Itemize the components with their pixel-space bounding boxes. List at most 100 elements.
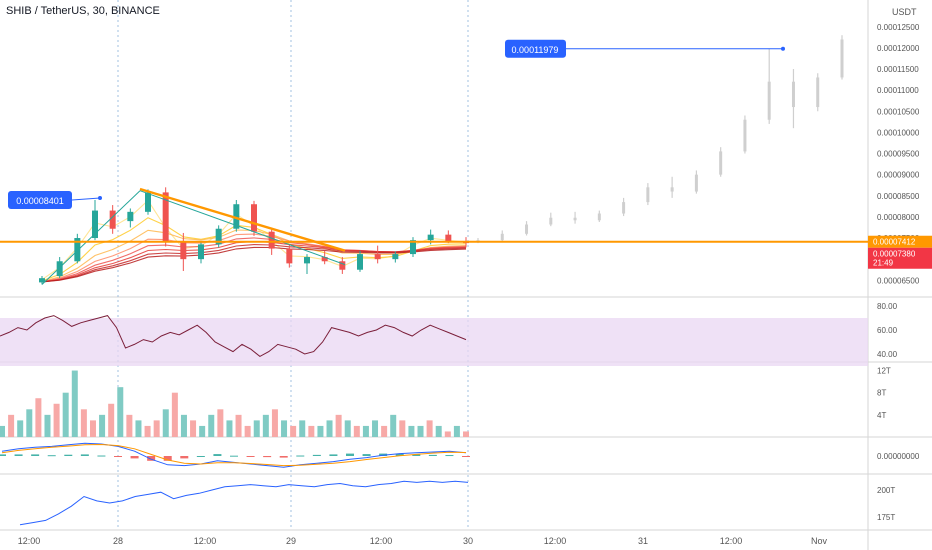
macd-histogram-bar [412,454,421,456]
price-tick-label: 0.00010000 [877,128,920,137]
candle-body [109,210,116,229]
macd-histogram-bar [0,454,6,456]
macd-histogram-bar [130,456,139,459]
macd-histogram-bar [31,454,40,456]
candle-body [180,241,187,260]
volume-bar [26,409,33,437]
volume-bar [71,370,78,437]
projection-candle-body [622,202,626,214]
unit-label: USDT [892,7,917,17]
rsi-tick-label: 80.00 [877,302,898,311]
volume-bar [153,420,160,437]
volume-bar [135,420,142,437]
level-price-badge-label: 0.00007412 [873,238,916,247]
candle-body [162,192,169,242]
obv-line [19,480,469,526]
macd-histogram-bar [445,455,454,457]
volume-bar [262,414,269,437]
volume-bar [290,425,297,437]
macd-histogram-bar [97,455,106,457]
x-tick-label: 12:00 [544,536,567,546]
volume-bar [108,403,115,437]
macd-histogram-bar [246,456,255,457]
candle-body [304,257,310,264]
price-tick-label: 0.00009000 [877,171,920,180]
x-tick-label: 31 [638,536,648,546]
price-tick-label: 0.00008500 [877,192,920,201]
volume-bar [44,414,51,437]
candle-body [392,254,399,260]
price-tick-label: 0.00011500 [877,65,919,74]
macd-histogram-bar [428,454,437,456]
volume-bar [80,409,87,437]
obv-pane[interactable] [19,480,469,526]
callout-box [8,190,72,209]
macd-histogram-bar [329,454,338,456]
callout-box [505,39,566,58]
candle-body [251,204,257,232]
price-pane[interactable]: 0.00008401 0.00011979 [0,35,868,285]
volume-bar [444,431,451,437]
volume-bar [89,420,96,437]
obv-tick-label: 175T [877,513,895,522]
projection-candle-body [719,151,723,175]
macd-histogram-bar [362,454,371,456]
volume-pane[interactable] [0,370,469,437]
macd-pane[interactable] [0,442,470,468]
callout-anchor [98,195,102,200]
projection-candle-body [743,119,747,152]
volume-bar [463,431,469,437]
rsi-pane[interactable] [0,315,868,366]
projection-candle-body [670,187,674,192]
projection-candle-body [791,81,795,108]
price-tick-label: 0.00011000 [877,86,919,95]
price-tick-label: 0.00012500 [877,23,920,32]
macd-histogram-bar [395,453,404,456]
macd-histogram-bar [14,454,23,456]
macd-histogram-bar [64,454,73,456]
rsi-tick-label: 40.00 [877,350,898,359]
price-tick-label: 0.00012000 [877,44,920,53]
volume-bar [17,420,24,437]
macd-signal-line [1,443,467,467]
candle-body [127,211,134,222]
candle-body [198,244,204,260]
x-tick-label: 29 [286,536,296,546]
rsi-band [0,318,868,366]
volume-bar [426,420,433,437]
candle-body [56,261,63,277]
x-tick-label: 12:00 [720,536,743,546]
projection-candle-body [525,224,529,234]
projection-candle-body [549,217,553,225]
macd-histogram-bar [213,454,222,456]
volume-bar [326,420,333,437]
last-price-badge-label: 0.00007380 [873,250,916,259]
projection-candle-body [573,217,577,221]
macd-histogram-bar [263,456,272,458]
last-price-badge-time: 21:49 [873,259,894,268]
volume-bar [226,420,233,437]
x-tick-label: 12:00 [18,536,41,546]
trendline-upper [139,187,346,252]
macd-histogram-bar [47,455,56,457]
volume-bar [335,414,342,437]
macd-histogram-bar [180,456,189,459]
price-tick-label: 0.00010500 [877,107,920,116]
volume-bar [62,392,69,437]
volume-bar [244,425,251,437]
candle-body [410,240,416,255]
volume-bar [53,403,60,437]
rsi-line [0,315,467,357]
macd-histogram-bar [147,456,156,461]
candle-body [215,228,222,245]
macd-histogram-bar [279,456,288,458]
volume-bar [208,414,215,437]
candle-body [357,254,363,270]
macd-histogram-bar [163,456,172,461]
x-tick-label: Nov [811,536,828,546]
volume-bar [180,414,187,437]
volume-bar [299,420,306,437]
